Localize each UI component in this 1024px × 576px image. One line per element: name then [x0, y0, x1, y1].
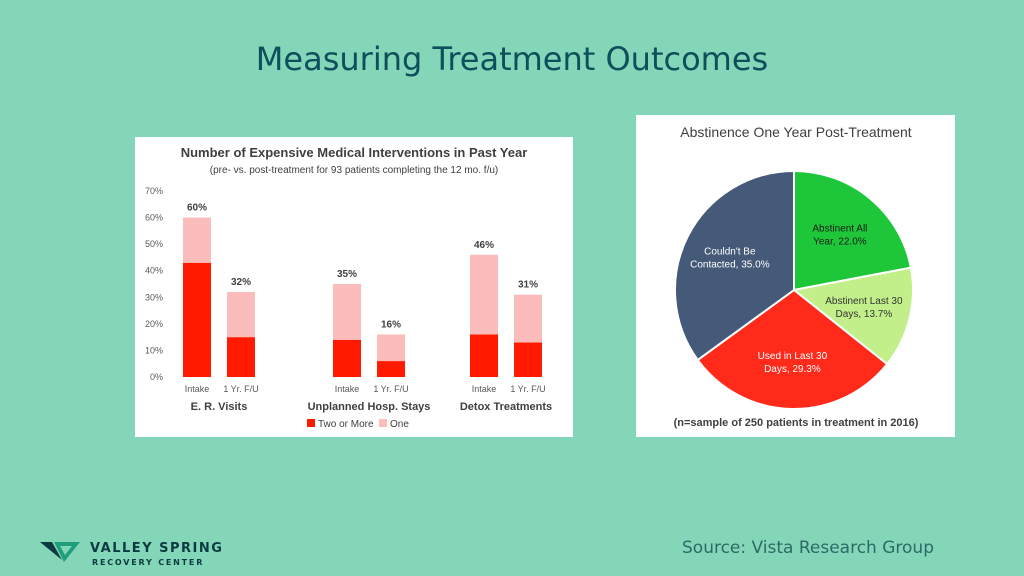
- bar-two-or-more: [227, 337, 255, 377]
- bar-total-label: 46%: [474, 240, 494, 251]
- pie-chart: Abstinence One Year Post-Treatment (n=sam…: [674, 124, 919, 429]
- pie-chart-title: Abstinence One Year Post-Treatment: [680, 124, 912, 140]
- pie-slice-label: Couldn't Be Contacted, 35.0%: [690, 246, 770, 270]
- bar-legend: Two or More One: [307, 419, 409, 430]
- pie-chart-panel: Abstinence One Year Post-Treatment (n=sam…: [636, 115, 955, 437]
- logo-name: VALLEY SPRING: [90, 541, 224, 556]
- bar-two-or-more: [183, 262, 211, 377]
- x-tick-label: Intake: [472, 384, 497, 394]
- logo-subtitle: RECOVERY CENTER: [92, 558, 205, 567]
- y-tick-label: 60%: [145, 213, 163, 223]
- bar-one: [514, 294, 542, 343]
- bar-one: [333, 284, 361, 340]
- bar-two-or-more: [514, 342, 542, 377]
- legend-label: Two or More: [318, 419, 374, 430]
- bar-chart: Number of Expensive Medical Intervention…: [145, 145, 552, 430]
- source-caption: Source: Vista Research Group: [682, 538, 934, 558]
- y-tick-label: 10%: [145, 345, 163, 355]
- x-tick-label: 1 Yr. F/U: [510, 384, 545, 394]
- bar-chart-panel: Number of Expensive Medical Intervention…: [135, 137, 573, 437]
- pie-slice: [674, 169, 795, 362]
- pie-slice: [791, 266, 914, 366]
- legend-swatch-two-or-more: [307, 419, 315, 427]
- bar-two-or-more: [377, 361, 405, 377]
- bar-total-label: 32%: [231, 277, 251, 288]
- pie-slice: [696, 288, 889, 410]
- legend-label: One: [390, 419, 409, 430]
- bar-one: [227, 291, 255, 338]
- pie-slice: [793, 169, 913, 292]
- group-label: Detox Treatments: [460, 401, 552, 413]
- bar-two-or-more: [333, 339, 361, 377]
- bar-chart-subtitle: (pre- vs. post-treatment for 93 patients…: [210, 165, 498, 176]
- bar-total-label: 31%: [518, 280, 538, 291]
- y-tick-label: 20%: [145, 319, 163, 329]
- valley-spring-logo-mark-icon: [40, 542, 80, 562]
- x-tick-label: Intake: [335, 384, 360, 394]
- y-tick-label: 30%: [145, 292, 163, 302]
- bar-total-label: 35%: [337, 269, 357, 280]
- pie-slice-label: Abstinent All Year, 22.0%: [812, 224, 867, 248]
- y-tick-label: 50%: [145, 239, 163, 249]
- bar-chart-title: Number of Expensive Medical Intervention…: [181, 145, 528, 160]
- slide-title: Measuring Treatment Outcomes: [255, 40, 769, 78]
- x-tick-label: Intake: [185, 384, 210, 394]
- bar-one: [470, 254, 498, 335]
- x-tick-label: 1 Yr. F/U: [373, 384, 408, 394]
- bar-total-label: 16%: [381, 319, 401, 330]
- group-label: Unplanned Hosp. Stays: [308, 401, 431, 413]
- y-tick-label: 40%: [145, 266, 163, 276]
- legend-swatch-one: [379, 419, 387, 427]
- company-logo: VALLEY SPRING RECOVERY CENTER: [40, 540, 260, 570]
- bar-one: [377, 334, 405, 362]
- y-tick-label: 70%: [145, 186, 163, 196]
- group-label: E. R. Visits: [191, 401, 248, 413]
- pie-chart-footnote: (n=sample of 250 patients in treatment i…: [674, 417, 919, 429]
- bar-one: [183, 217, 211, 263]
- pie-slice-label: Abstinent Last 30 Days, 13.7%: [825, 296, 903, 320]
- bar-total-label: 60%: [187, 203, 207, 214]
- x-tick-label: 1 Yr. F/U: [223, 384, 258, 394]
- pie-slice-label: Used in Last 30 Days, 29.3%: [758, 351, 828, 375]
- bar-two-or-more: [470, 334, 498, 377]
- y-tick-label: 0%: [150, 372, 163, 382]
